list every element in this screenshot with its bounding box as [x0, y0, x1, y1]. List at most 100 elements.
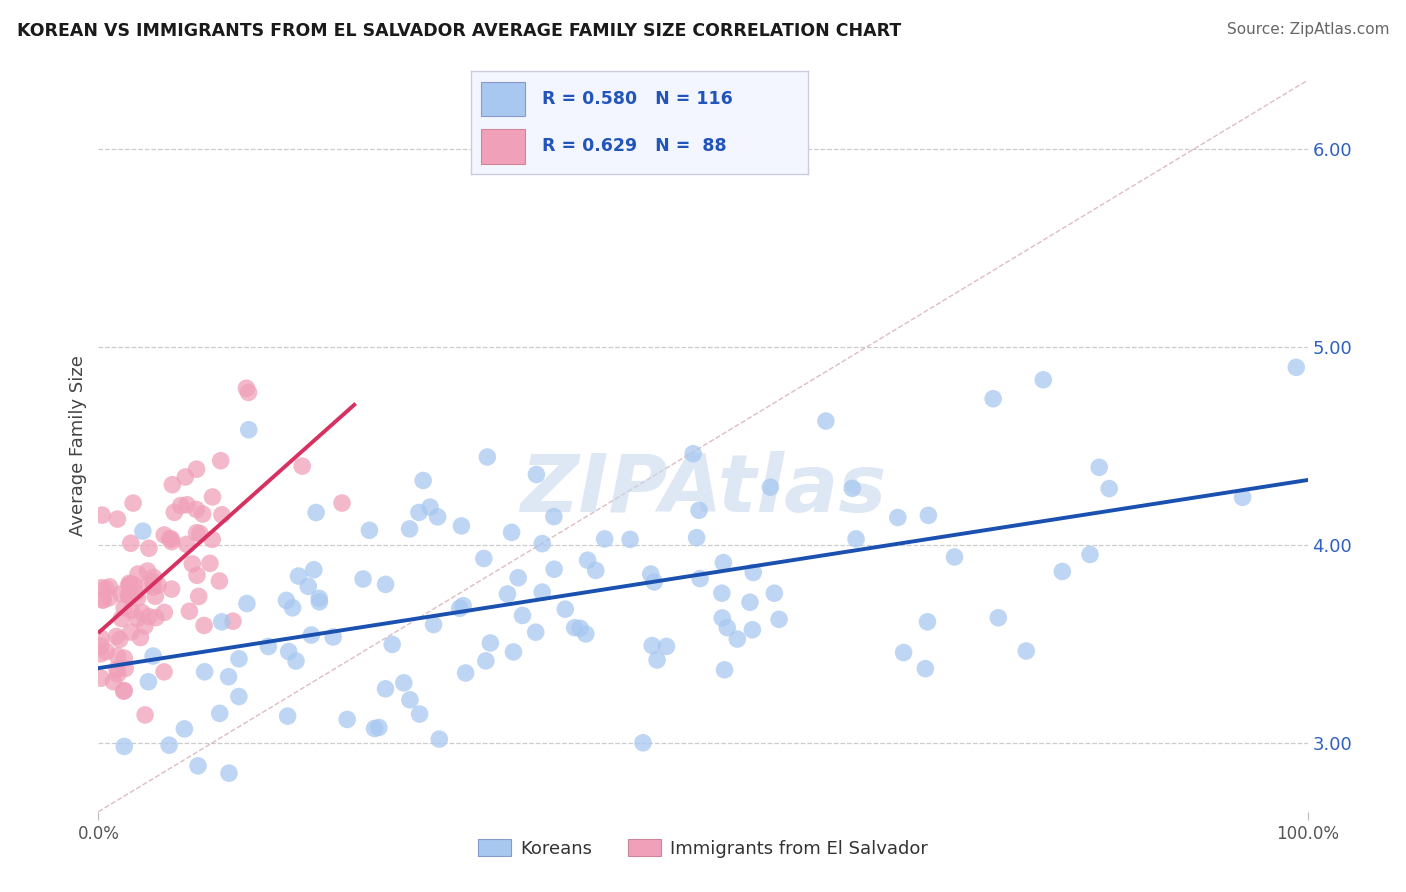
- Point: [426, 509, 449, 524]
- Point: [127, 611, 149, 625]
- Point: [893, 646, 915, 660]
- Point: [170, 499, 193, 513]
- Point: [142, 580, 165, 594]
- Point: [524, 625, 547, 640]
- Point: [685, 531, 707, 545]
- Point: [208, 706, 231, 721]
- Point: [188, 526, 211, 541]
- Point: [1015, 644, 1038, 658]
- Point: [157, 738, 180, 752]
- Point: [512, 608, 534, 623]
- Point: [554, 602, 576, 616]
- Point: [276, 593, 298, 607]
- Point: [987, 611, 1010, 625]
- Point: [399, 693, 422, 707]
- Point: [502, 645, 524, 659]
- Point: [127, 591, 149, 606]
- Point: [160, 582, 183, 596]
- Point: [138, 674, 160, 689]
- Point: [160, 534, 183, 549]
- Point: [569, 621, 592, 635]
- Point: [449, 601, 471, 615]
- Point: [228, 690, 250, 704]
- Point: [110, 587, 132, 601]
- Point: [427, 732, 450, 747]
- Point: [131, 606, 153, 620]
- Text: R = 0.629   N =  88: R = 0.629 N = 88: [541, 137, 727, 155]
- Point: [412, 474, 434, 488]
- Point: [917, 508, 939, 523]
- Point: [981, 392, 1004, 406]
- Point: [451, 599, 474, 613]
- Point: [398, 522, 420, 536]
- Point: [713, 556, 735, 570]
- Point: [841, 481, 863, 495]
- Point: [814, 414, 837, 428]
- Point: [631, 736, 654, 750]
- Point: [564, 621, 586, 635]
- Point: [105, 629, 128, 643]
- Point: [759, 480, 782, 494]
- Point: [142, 648, 165, 663]
- Point: [218, 766, 240, 780]
- Point: [153, 528, 176, 542]
- Point: [98, 580, 121, 594]
- Point: [201, 490, 224, 504]
- Point: [186, 525, 208, 540]
- Point: [187, 759, 209, 773]
- Point: [645, 653, 668, 667]
- Point: [176, 498, 198, 512]
- Point: [120, 603, 142, 617]
- Point: [110, 611, 132, 625]
- Point: [132, 524, 155, 538]
- Point: [127, 566, 149, 581]
- Point: [302, 563, 325, 577]
- Point: [450, 519, 472, 533]
- Point: [472, 551, 495, 566]
- Point: [716, 621, 738, 635]
- Point: [90, 632, 112, 646]
- Y-axis label: Average Family Size: Average Family Size: [69, 356, 87, 536]
- Point: [238, 385, 260, 400]
- Point: [112, 683, 135, 698]
- Point: [526, 467, 548, 482]
- Point: [643, 574, 665, 589]
- Point: [114, 661, 136, 675]
- Point: [201, 533, 224, 547]
- Point: [308, 591, 330, 606]
- Point: [122, 496, 145, 510]
- Point: [763, 586, 786, 600]
- Point: [176, 537, 198, 551]
- Point: [160, 532, 183, 546]
- Point: [738, 595, 761, 609]
- Point: [710, 586, 733, 600]
- Point: [496, 587, 519, 601]
- Point: [173, 722, 195, 736]
- Point: [162, 477, 184, 491]
- Point: [103, 674, 125, 689]
- Point: [367, 721, 389, 735]
- FancyBboxPatch shape: [481, 128, 524, 163]
- Text: R = 0.580   N = 116: R = 0.580 N = 116: [541, 90, 733, 108]
- Point: [194, 665, 217, 679]
- Point: [585, 563, 607, 577]
- Point: [91, 592, 114, 607]
- Point: [655, 640, 678, 654]
- Point: [281, 600, 304, 615]
- Point: [322, 630, 344, 644]
- Point: [422, 617, 444, 632]
- Point: [91, 593, 114, 607]
- Point: [153, 665, 176, 679]
- Point: [105, 662, 128, 676]
- Point: [725, 632, 748, 646]
- Point: [120, 536, 142, 550]
- Point: [619, 533, 641, 547]
- Point: [186, 462, 208, 476]
- Point: [531, 585, 554, 599]
- Point: [90, 581, 112, 595]
- Point: [688, 503, 710, 517]
- Legend: Koreans, Immigrants from El Salvador: Koreans, Immigrants from El Salvador: [471, 831, 935, 865]
- Point: [477, 450, 499, 464]
- Point: [136, 564, 159, 578]
- Point: [142, 570, 165, 584]
